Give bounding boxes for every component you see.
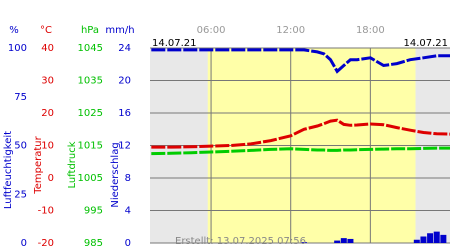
precip-bar [334,240,341,243]
y-tick-label: 40 [41,43,54,54]
y-tick-label: 50 [14,141,27,152]
y-tick-label: -10 [38,206,54,217]
y-tick-label: 985 [84,238,103,249]
y-tick-label: 30 [41,76,54,87]
axis-label: Temperatur [33,135,44,194]
y-tick-label: 25 [14,189,27,200]
y-tick-label: 1045 [78,43,103,54]
date-right: 14.07.21 [403,38,448,49]
precip-bar [413,239,420,243]
precip-bar [427,233,434,243]
precip-bar [347,238,354,243]
y-tick-label: 20 [41,108,54,119]
y-tick-label: 1025 [78,108,103,119]
precip-bar [340,238,347,243]
precip-bar [420,236,427,243]
y-tick-label: 1015 [78,141,103,152]
y-tick-label: 1035 [78,76,103,87]
precip-bar [300,242,307,243]
y-tick-label: 24 [118,43,131,54]
y-tick-label: 995 [84,206,103,217]
background-layer [150,47,450,244]
x-tick-label: 18:00 [356,25,385,36]
y-tick-label: 0 [21,238,27,249]
y-tick-label: 8 [125,173,131,184]
y-tick-label: -20 [38,238,54,249]
axis-unit: hPa [81,25,99,36]
footer: Erstellt: 13.07.2025 07:56 [175,236,306,247]
axis-label: Luftdruck [67,141,78,188]
x-tick-label: 12:00 [276,25,305,36]
precip-bar [433,231,440,243]
x-tick-label: 06:00 [197,25,226,36]
y-tick-label: 4 [125,206,131,217]
y-tick-label: 0 [125,238,131,249]
data-line [151,118,450,149]
axis-unit: mm/h [105,25,134,36]
y-tick-label: 1005 [78,173,103,184]
date-left: 14.07.21 [152,38,197,49]
y-tick-label: 20 [118,76,131,87]
data-line [151,48,450,74]
y-tick-label: 10 [41,141,54,152]
y-tick-label: 12 [118,141,131,152]
data-line [151,146,450,156]
axis-unit: % [9,25,19,36]
y-tick-label: 100 [8,43,27,54]
axis-label: Luftfeuchtigkeit [3,131,14,209]
axis-unit: °C [40,25,52,36]
y-tick-label: 75 [14,92,27,103]
y-tick-label: 16 [118,108,131,119]
y-tick-label: 0 [48,173,54,184]
axis-label: Niederschlag [110,142,121,207]
precip-bar [440,234,447,243]
